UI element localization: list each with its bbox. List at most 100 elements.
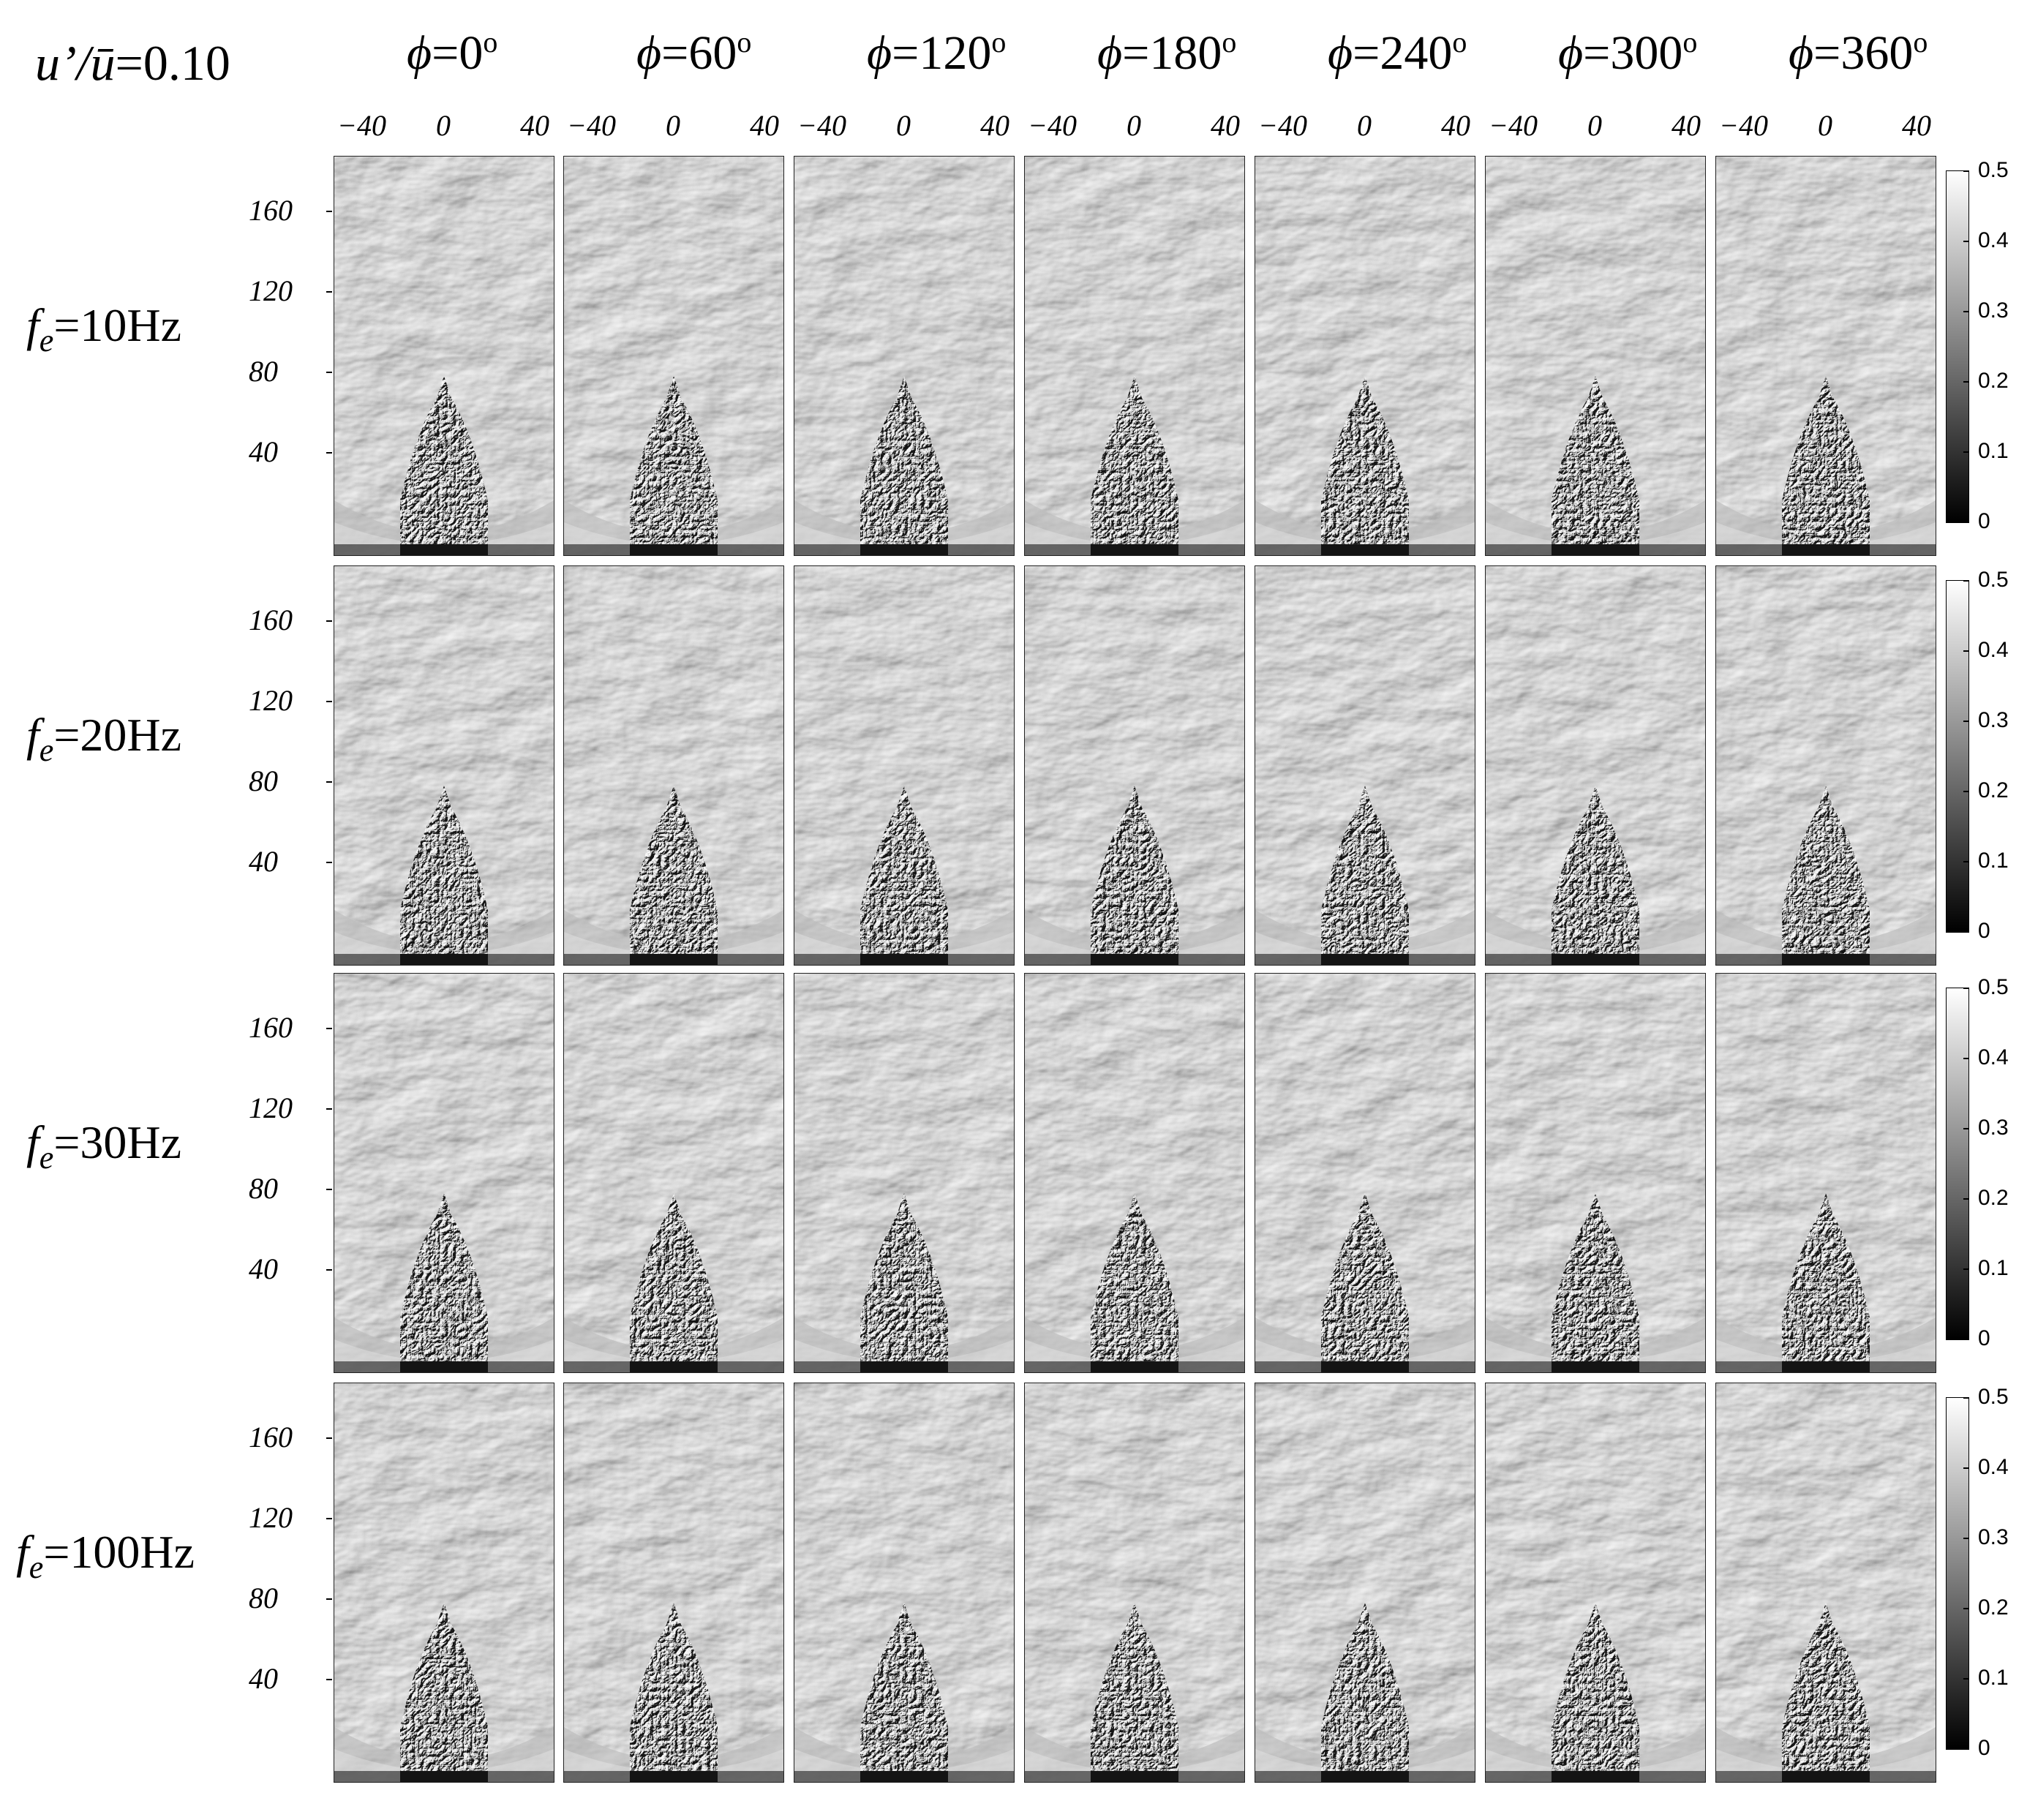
colorbar-tick-label: 0.2 xyxy=(1978,369,2009,393)
x-tick-label: 40 xyxy=(1902,109,1931,142)
colorbar-tick-mark xyxy=(1963,791,1969,792)
x-tick-label: 0 xyxy=(1818,109,1832,142)
schlieren-panel xyxy=(794,973,1015,1373)
flame-image xyxy=(794,974,1014,1372)
row-label-2: fe=30Hz xyxy=(26,1119,181,1174)
colorbar-tick-mark xyxy=(1963,1538,1969,1539)
y-tick-mark xyxy=(326,1189,332,1190)
x-tick-label: 0 xyxy=(896,109,911,142)
phase-header-6: ϕ=360o xyxy=(1789,28,1928,78)
flame-image xyxy=(1255,157,1475,555)
x-tick-label: 40 xyxy=(1441,109,1470,142)
phase-value: =240 xyxy=(1353,26,1453,80)
schlieren-panel xyxy=(1715,565,1936,966)
flame-image xyxy=(334,566,554,965)
row-subscript: e xyxy=(39,323,54,358)
colorbar-tick-mark xyxy=(1963,522,1969,523)
schlieren-panel xyxy=(1255,973,1475,1373)
y-tick-mark xyxy=(326,1679,332,1680)
colorbar-tick-mark xyxy=(1963,170,1969,172)
row-symbol: f xyxy=(26,299,40,351)
flame-image xyxy=(334,974,554,1372)
phase-header-1: ϕ=60o xyxy=(636,28,751,78)
row-value: =10Hz xyxy=(53,299,182,351)
x-tick-label: −40 xyxy=(1028,109,1077,142)
flame-image xyxy=(1025,974,1244,1372)
colorbar-tick-label: 0.1 xyxy=(1978,439,2009,463)
x-tick-label: 40 xyxy=(1211,109,1240,142)
schlieren-panel xyxy=(794,1383,1015,1783)
row-symbol: f xyxy=(26,709,40,761)
row-label-1: fe=20Hz xyxy=(26,712,181,767)
row-value: =20Hz xyxy=(53,709,182,761)
y-tick-mark xyxy=(326,862,332,863)
phase-symbol: ϕ xyxy=(636,26,662,80)
x-tick-label: −40 xyxy=(1719,109,1768,142)
x-tick-label: 0 xyxy=(436,109,451,142)
schlieren-panel xyxy=(1255,156,1475,556)
y-tick-label: 120 xyxy=(249,684,293,717)
phase-symbol: ϕ xyxy=(1328,26,1353,80)
colorbar-tick-mark xyxy=(1963,721,1969,722)
x-tick-label: 40 xyxy=(520,109,549,142)
phase-unit: o xyxy=(1682,26,1698,59)
y-tick-mark xyxy=(326,291,332,293)
colorbar-tick-label: 0.5 xyxy=(1978,158,2009,182)
phase-unit: o xyxy=(1452,26,1467,59)
phase-header-5: ϕ=300o xyxy=(1558,28,1697,78)
flame-image xyxy=(334,1383,554,1782)
schlieren-panel xyxy=(794,565,1015,966)
x-tick-label: 0 xyxy=(1587,109,1602,142)
colorbar-tick-label: 0.3 xyxy=(1978,708,2009,732)
row-symbol: f xyxy=(16,1526,29,1578)
phase-unit: o xyxy=(991,26,1007,59)
colorbar-tick-label: 0.1 xyxy=(1978,1666,2009,1690)
title-value: =0.10 xyxy=(115,35,230,91)
schlieren-panel xyxy=(1255,1383,1475,1783)
colorbar-tick-label: 0.2 xyxy=(1978,1186,2009,1210)
colorbar-tick-mark xyxy=(1963,650,1969,652)
y-tick-label: 160 xyxy=(249,1011,293,1044)
title-u-bar: ū xyxy=(90,35,116,91)
flame-image xyxy=(334,157,554,555)
row-subscript: e xyxy=(39,1140,54,1176)
colorbar-tick-mark xyxy=(1963,1339,1969,1340)
colorbar-tick-mark xyxy=(1963,988,1969,989)
phase-header-0: ϕ=0o xyxy=(407,28,497,78)
flame-image xyxy=(1486,1383,1705,1782)
colorbar-tick-label: 0.5 xyxy=(1978,1385,2009,1409)
y-tick-label: 120 xyxy=(249,274,293,307)
schlieren-panel xyxy=(563,973,784,1373)
y-tick-label: 120 xyxy=(249,1091,293,1124)
flame-image xyxy=(1025,157,1244,555)
y-tick-mark xyxy=(326,1437,332,1439)
row-value: =100Hz xyxy=(43,1526,195,1578)
row-label-0: fe=10Hz xyxy=(26,302,181,357)
y-tick-mark xyxy=(326,701,332,702)
y-tick-label: 80 xyxy=(249,1582,278,1614)
row-symbol: f xyxy=(26,1116,40,1168)
y-tick-label: 40 xyxy=(249,845,278,878)
schlieren-panel xyxy=(1485,565,1706,966)
colorbar-tick-label: 0.1 xyxy=(1978,849,2009,873)
y-tick-label: 40 xyxy=(249,1662,278,1695)
colorbar-tick-mark xyxy=(1963,1678,1969,1680)
y-tick-label: 160 xyxy=(249,194,293,227)
x-tick-label: −40 xyxy=(567,109,616,142)
phase-value: =360 xyxy=(1813,26,1914,80)
colorbar-1 xyxy=(1946,580,1969,933)
schlieren-panel xyxy=(1485,156,1706,556)
schlieren-panel xyxy=(1024,565,1245,966)
colorbar-tick-mark xyxy=(1963,861,1969,862)
schlieren-panel xyxy=(1024,973,1245,1373)
y-tick-mark xyxy=(326,452,332,454)
flame-image xyxy=(794,566,1014,965)
y-tick-mark xyxy=(326,211,332,212)
phase-unit: o xyxy=(483,26,498,59)
phase-symbol: ϕ xyxy=(1558,26,1584,80)
y-tick-mark xyxy=(326,372,332,373)
flame-image xyxy=(1716,974,1936,1372)
row-subscript: e xyxy=(39,732,54,768)
phase-unit: o xyxy=(1222,26,1237,59)
